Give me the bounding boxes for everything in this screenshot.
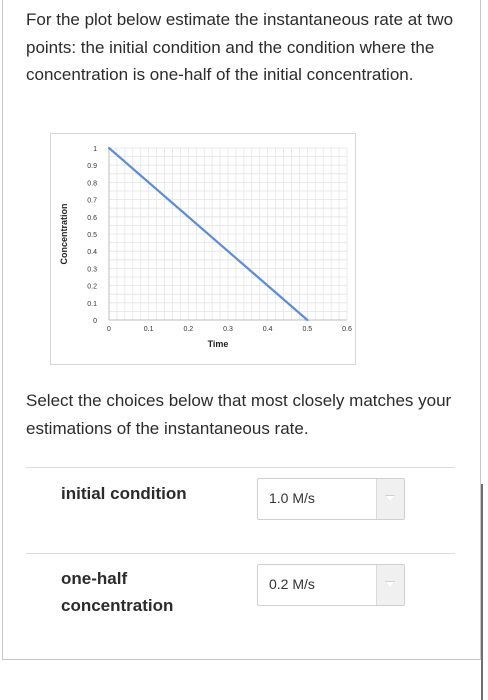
half-concentration-rate-select[interactable]: 0.2 M/s: [257, 564, 405, 606]
y-axis-label: Concentration: [59, 203, 69, 264]
x-tick-label: 0.5: [302, 326, 312, 333]
y-tick-label: 1: [93, 146, 97, 153]
scrollbar[interactable]: [481, 484, 483, 700]
chevron-down-icon: [386, 496, 394, 501]
y-tick-label: 0.9: [87, 163, 97, 170]
y-tick-label: 0.2: [87, 284, 97, 291]
x-tick-label: 0.6: [342, 326, 352, 333]
initial-rate-selected-value: 1.0 M/s: [269, 490, 315, 506]
x-tick-label: 0: [107, 326, 111, 333]
chart-panel: 0 0.1 0.2 0.3 0.4 0.5 0.6 0.7 0.8 0.9 1 0 0.1 0.2 0.3 0…: [50, 133, 356, 365]
y-tick-label: 0.5: [87, 232, 97, 239]
x-tick-label: 0.4: [263, 326, 273, 333]
y-tick-label: 0.7: [87, 198, 97, 205]
y-tick-label: 0: [93, 318, 97, 325]
x-tick-label: 0.1: [144, 326, 154, 333]
x-tick-label: 0.2: [183, 326, 193, 333]
dropdown-toggle[interactable]: [376, 479, 404, 519]
y-tick-label: 0.4: [87, 249, 97, 256]
initial-rate-select[interactable]: 1.0 M/s: [257, 478, 405, 520]
question-text: For the plot below estimate the instanta…: [26, 10, 454, 84]
divider: [26, 467, 455, 468]
row-label-initial-condition: initial condition: [61, 484, 187, 503]
chevron-down-icon: [386, 582, 394, 587]
row-label-one-half-concentration: one-half concentration: [61, 569, 174, 615]
x-axis-label: Time: [208, 339, 229, 349]
y-tick-label: 0.1: [87, 301, 97, 308]
instructions-text: Select the choices below that most close…: [26, 391, 452, 438]
dropdown-toggle[interactable]: [376, 565, 404, 605]
divider: [26, 553, 455, 554]
x-tick-label: 0.3: [223, 326, 233, 333]
y-tick-label: 0.6: [87, 215, 97, 222]
y-tick-label: 0.8: [87, 180, 97, 187]
half-concentration-rate-selected-value: 0.2 M/s: [269, 576, 315, 592]
concentration-time-chart: 0 0.1 0.2 0.3 0.4 0.5 0.6 0.7 0.8 0.9 1 0 0.1 0.2 0.3 0…: [59, 146, 352, 349]
y-tick-label: 0.3: [87, 266, 97, 273]
series-line: [107, 146, 309, 322]
